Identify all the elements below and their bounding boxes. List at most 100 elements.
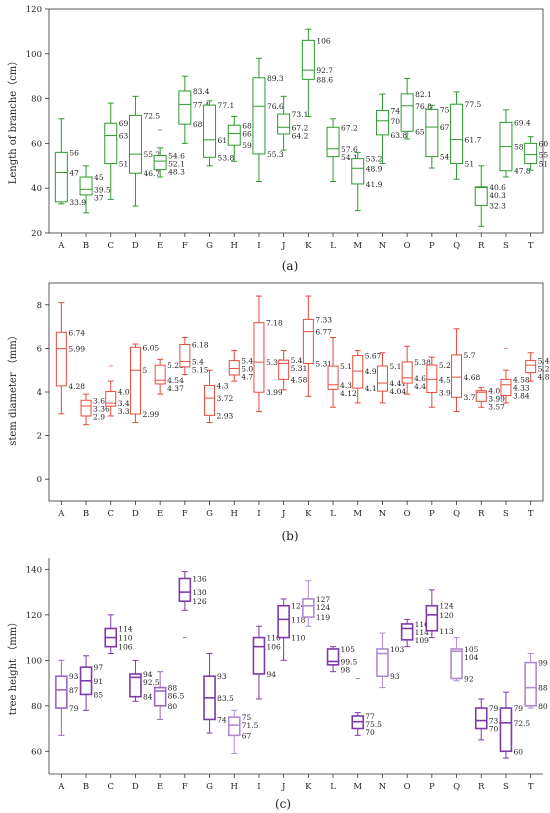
box-iqr: [351, 158, 365, 185]
box-iqr: [179, 343, 191, 368]
chart-c-ylabel: tree height （mm）: [7, 617, 19, 715]
box-G: 4.3 3.72 2.93: [204, 369, 233, 424]
box-stat-label: 2.9: [93, 412, 105, 421]
box-iqr: [376, 365, 388, 392]
box-stat-label: 127: [316, 595, 331, 604]
box-stat-label: 114: [415, 628, 430, 637]
box-stat-label: 88: [168, 684, 178, 693]
box-stat-label: 69: [119, 119, 129, 128]
box-C: 69 63.5 51: [104, 102, 136, 200]
box-iqr: [105, 391, 117, 407]
box-stat-label: 40.3: [489, 191, 506, 200]
box-stat-label: 4.54: [167, 376, 184, 385]
box-stat-label: 114: [118, 624, 133, 633]
box-T: 99 88 80: [524, 652, 548, 711]
box-stat-label: 87: [69, 686, 79, 695]
box-stat-label: 88.6: [316, 75, 333, 84]
box-stat-label: 109: [415, 636, 430, 645]
box-stat-label: 77.1: [218, 101, 235, 110]
box-stat-label: 5.7: [464, 351, 476, 360]
x-tick-label: O: [404, 509, 411, 519]
box-iqr: [277, 113, 291, 135]
box-stat-label: 5.08: [241, 365, 258, 374]
box-G: 77.1 61.6 53.8: [203, 100, 235, 167]
x-tick-label: O: [404, 241, 411, 251]
box-K: 106 92.788.6: [301, 28, 333, 118]
box-H: 68.166.4 59.2: [227, 116, 259, 162]
box-stat-label: 93: [217, 672, 227, 681]
y-tick-label: 60: [31, 139, 42, 149]
box-stat-label: 5.38: [414, 358, 431, 367]
box-stat-label: 53.8: [218, 153, 235, 162]
box-stat-label: 4.06: [488, 387, 505, 396]
x-tick-label: N: [379, 241, 387, 251]
box-stat-label: 93: [390, 672, 400, 681]
box-O: 5.38 4.654.41: [401, 345, 431, 395]
box-B: 97 91 85: [79, 655, 103, 711]
box-stat-label: 79: [489, 704, 499, 713]
box-iqr: [278, 359, 290, 380]
box-iqr: [326, 126, 340, 158]
box-stat-label: 74: [217, 715, 227, 724]
box-N: 5.19 4.414.04: [376, 352, 406, 404]
box-stat-label: 74.7: [390, 106, 407, 115]
box-stat-label: 3.49: [118, 399, 135, 408]
x-tick-label: Q: [453, 241, 460, 251]
box-stat-label: 4.33: [513, 383, 530, 392]
x-tick-label: B: [83, 241, 89, 251]
box-stat-label: 63.5: [119, 132, 136, 141]
box-stat-label: 3.76: [464, 393, 481, 402]
box-A: 6.74 5.99 4.28: [55, 302, 85, 415]
chart-a: Length of branche（cm） (a) 20 40 60 80 100 120…: [7, 5, 549, 273]
box-stat-label: 80: [168, 702, 178, 711]
box-stat-label: 75: [242, 713, 252, 722]
box-D: 72.5 55.2 46.7: [128, 95, 160, 207]
box-stat-label: 52.1: [168, 159, 185, 168]
box-stat-label: 73.5: [489, 717, 506, 726]
box-stat-label: 4.41: [389, 379, 406, 388]
x-tick-label: P: [429, 241, 435, 251]
box-stat-label: 94: [143, 670, 153, 679]
x-tick-label: H: [231, 509, 238, 519]
box-stat-label: 110: [291, 634, 306, 643]
box-iqr: [104, 122, 118, 165]
box-stat-label: 98: [341, 665, 351, 674]
box-iqr: [474, 186, 488, 206]
box-stat-label: 4.3: [217, 381, 229, 390]
box-R: 79 73.570: [474, 698, 506, 741]
box-iqr: [524, 661, 537, 707]
x-tick-label: L: [330, 509, 336, 519]
box-stat-label: 106: [316, 36, 331, 45]
box-L: 5.19 4.334.12: [327, 337, 357, 408]
box-stat-label: 82.1: [415, 90, 432, 99]
box-stat-label: 5.4: [192, 357, 204, 366]
box-stat-label: 60: [513, 747, 523, 756]
box-stat-label: 4.02: [118, 388, 135, 397]
x-tick-label: C: [107, 241, 114, 251]
box-stat-label: 5.37: [266, 358, 283, 367]
box-stat-label: 40.6: [489, 183, 506, 192]
box-A: 56 47 33.9: [54, 118, 86, 207]
y-tick-label: 80: [31, 95, 42, 105]
x-tick-label: S: [503, 782, 509, 792]
box-stat-label: 76.6: [267, 102, 284, 111]
box-stat-label: 84: [143, 693, 153, 702]
box-stat-label: 3.35: [118, 407, 135, 416]
box-stat-label: 5.19: [389, 362, 406, 371]
box-iqr: [376, 648, 389, 678]
box-iqr: [475, 390, 487, 402]
box-stat-label: 99: [538, 659, 548, 668]
y-tick-label: 120: [26, 5, 42, 15]
box-stat-label: 119: [316, 613, 331, 622]
box-R: 40.640.332.3: [474, 165, 506, 227]
box-iqr: [203, 104, 217, 158]
box-stat-label: 124: [316, 603, 331, 612]
x-tick-label: A: [57, 241, 65, 251]
box-stat-label: 4.04: [389, 387, 406, 396]
box-stat-label: 2.99: [142, 410, 159, 419]
box-stat-label: 60: [539, 139, 549, 148]
box-stat-label: 51: [119, 160, 129, 169]
box-stat-label: 54.1: [440, 153, 457, 162]
